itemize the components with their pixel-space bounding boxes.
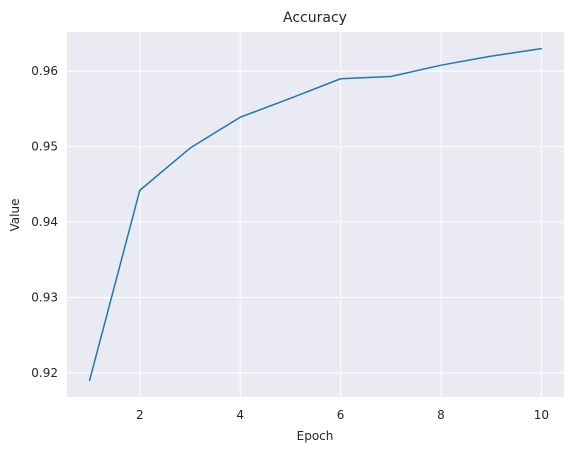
y-tick-label: 0.94 — [31, 215, 58, 229]
x-axis-label: Epoch — [297, 429, 334, 443]
y-axis-label: Value — [8, 199, 22, 232]
y-axis-ticks: 0.92 0.93 0.94 0.95 0.96 — [31, 64, 58, 380]
y-tick-label: 0.95 — [31, 140, 58, 154]
x-tick-label: 6 — [337, 408, 345, 422]
x-tick-label: 8 — [437, 408, 445, 422]
accuracy-series-line — [88, 47, 543, 382]
y-tick-label: 0.96 — [31, 64, 58, 78]
x-axis-ticks: 2 4 6 8 10 — [136, 408, 549, 422]
grid-lines — [67, 32, 564, 397]
plot-area — [67, 32, 564, 397]
y-tick-label: 0.93 — [31, 290, 58, 304]
x-tick-label: 2 — [136, 408, 144, 422]
chart-title: Accuracy — [283, 10, 347, 26]
x-tick-label: 10 — [534, 408, 549, 422]
y-tick-label: 0.92 — [31, 366, 58, 380]
x-tick-label: 4 — [236, 408, 244, 422]
